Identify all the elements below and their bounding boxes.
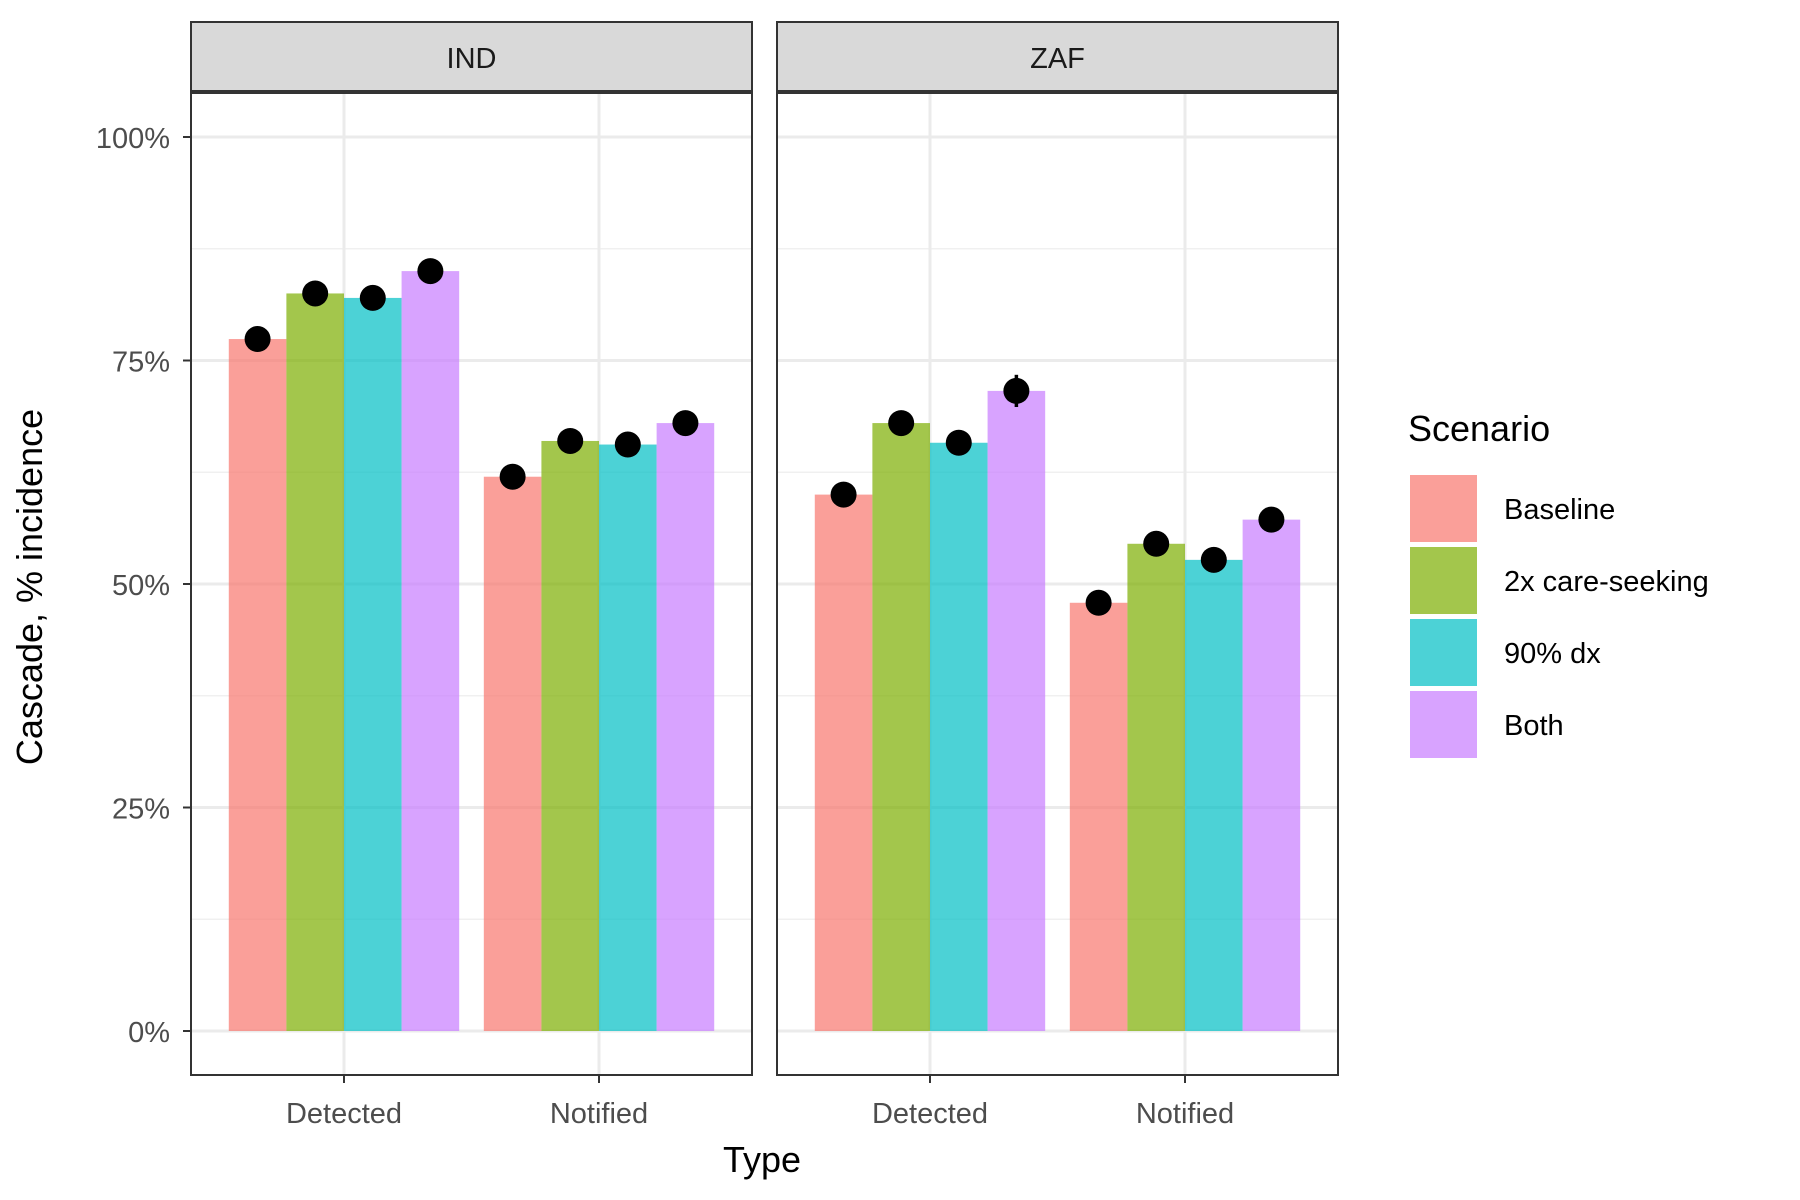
y-tick-label: 100% [96,123,170,155]
legend-key [1410,547,1477,614]
legend: Scenario Baseline 2x care-seeking 90% dx Bo… [1408,408,1709,758]
facet-strip [776,21,1339,92]
point [244,326,271,353]
bar-ind-notified-4 [656,423,715,1032]
legend-label: Baseline [1504,494,1615,526]
legend-key [1410,619,1477,686]
legend-label: Both [1504,710,1564,742]
bar-zaf-detected-4 [987,390,1046,1031]
bar-zaf-notified-3 [1185,559,1243,1031]
bar-zaf-notified-1 [1069,602,1128,1031]
x-tick-label: Notified [1136,1098,1234,1130]
point [945,429,972,456]
x-tick-label: Detected [872,1098,988,1130]
legend-entry: Baseline [1410,475,1615,542]
bar-zaf-notified-2 [1127,543,1186,1031]
point [1200,546,1227,573]
bar-ind-notified-3 [599,444,657,1031]
bar-zaf-detected-1 [814,494,873,1032]
legend-entry: Both [1410,691,1564,758]
bar-zaf-detected-3 [929,442,988,1031]
facet-strip [190,21,753,92]
y-tick-label: 0% [128,1017,170,1049]
x-axis-title: Type [723,1139,801,1180]
legend-label: 90% dx [1504,638,1601,670]
point [1003,377,1030,404]
facet-label: IND [447,43,497,75]
bar-zaf-notified-4 [1242,519,1301,1031]
legend-key [1410,475,1477,542]
point [1258,506,1285,533]
bar-ind-detected-4 [401,271,460,1032]
y-tick-label: 50% [112,570,170,602]
legend-entry: 90% dx [1410,619,1601,686]
point [417,258,444,285]
panel-ind: IND Detected Notified [190,21,753,1130]
bar-ind-notified-2 [541,440,600,1032]
point [672,410,699,437]
legend-entries: Baseline 2x care-seeking 90% dx Both [1410,475,1709,758]
y-tick-label: 25% [112,794,170,826]
y-tick-label: 75% [112,347,170,379]
bar-ind-detected-1 [228,339,287,1031]
panel-zaf: ZAF Detected Notified [776,21,1339,1130]
legend-entry: 2x care-seeking [1410,547,1709,614]
y-axis: 0% 25% 50% 75% 100% [96,123,191,1049]
point [499,463,526,490]
bar-ind-notified-1 [483,476,542,1032]
x-tick-label: Detected [286,1098,402,1130]
legend-title: Scenario [1408,408,1550,449]
point [302,280,329,307]
panel-border [776,92,1339,1076]
panels-layer: IND Detected Notified ZAF Detected Notified [190,21,1339,1130]
point [888,410,915,437]
point [830,481,857,508]
legend-label: 2x care-seeking [1504,566,1709,598]
point [1143,530,1170,557]
point [1085,589,1112,616]
facet-label: ZAF [1030,43,1085,75]
bar-ind-detected-3 [343,297,402,1031]
x-tick-label: Notified [550,1098,648,1130]
bar-zaf-detected-2 [872,423,930,1032]
y-axis-title: Cascade, % incidence [9,409,50,765]
point [359,284,386,311]
point [614,431,641,458]
legend-key [1410,691,1477,758]
bar-ind-detected-2 [286,293,344,1031]
point [557,427,584,454]
